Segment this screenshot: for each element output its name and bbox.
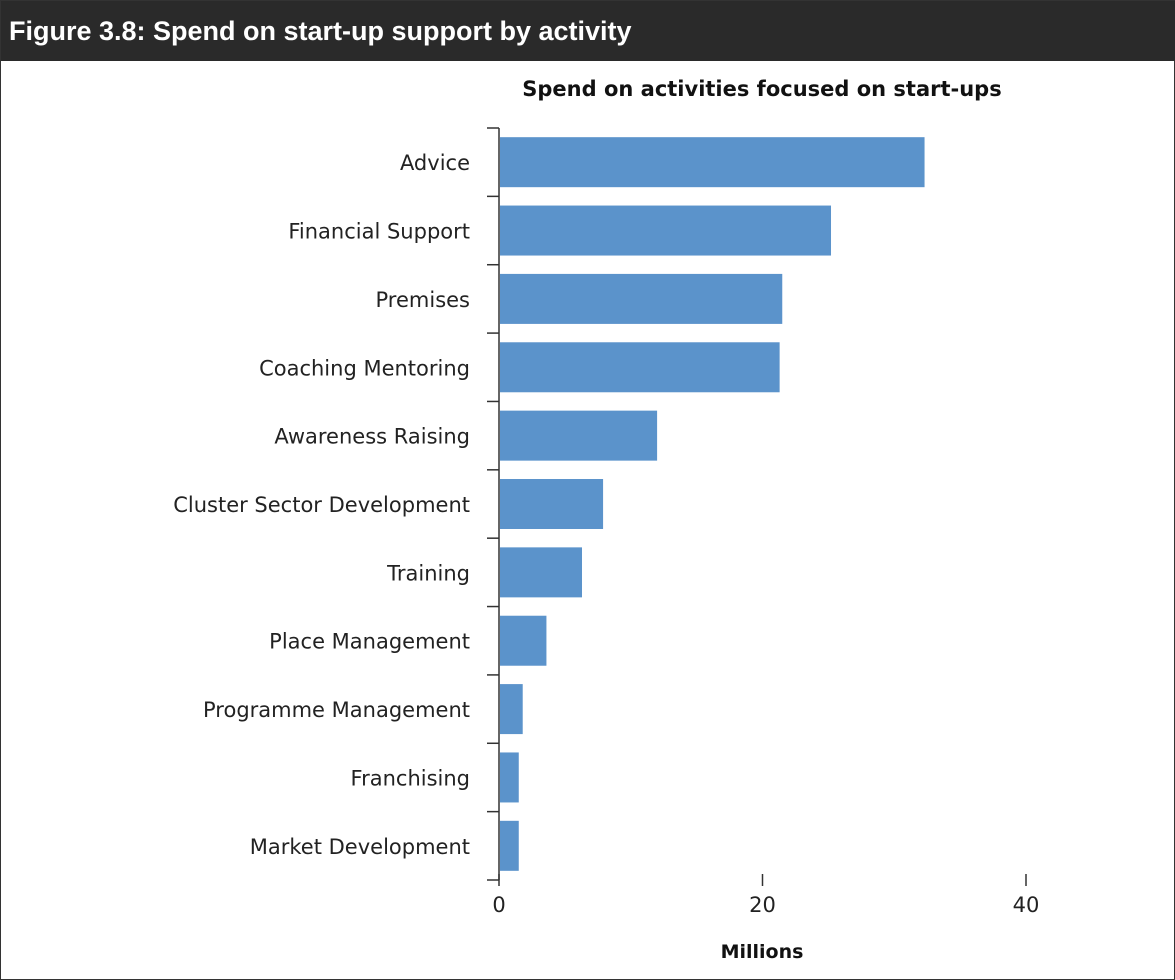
bar — [500, 205, 832, 256]
bar — [500, 273, 783, 324]
x-axis-title: Millions — [721, 941, 804, 963]
x-tick-label: 20 — [749, 893, 776, 917]
category-label: Awareness Raising — [274, 425, 470, 449]
category-label: Franchising — [351, 766, 470, 790]
x-tick-label: 0 — [492, 893, 505, 917]
bar — [500, 615, 547, 666]
category-label: Place Management — [269, 630, 470, 654]
bar — [500, 342, 780, 393]
x-tick-label: 40 — [1013, 893, 1040, 917]
bar — [500, 547, 583, 598]
bar — [500, 752, 519, 803]
category-label: Coaching Mentoring — [259, 356, 470, 380]
category-label: Premises — [376, 288, 470, 312]
axes — [487, 127, 500, 881]
bar — [500, 137, 925, 188]
bar — [500, 820, 519, 871]
category-label: Programme Management — [203, 698, 470, 722]
category-labels: Advice Financial Support Premises Coaching … — [173, 151, 470, 859]
x-ticks: 0 20 40 — [492, 874, 1039, 917]
chart-title: Spend on activities focused on start-ups — [522, 77, 1001, 101]
category-label: Training — [386, 561, 470, 585]
category-label: Financial Support — [288, 220, 470, 244]
category-label: Cluster Sector Development — [173, 493, 470, 517]
bar — [500, 684, 523, 735]
bars-group — [500, 137, 925, 871]
bar — [500, 479, 604, 529]
bar — [500, 410, 658, 461]
category-label: Market Development — [250, 835, 470, 859]
category-label: Advice — [400, 151, 470, 175]
figure-heading: Figure 3.8: Spend on start-up support by… — [1, 1, 1175, 61]
